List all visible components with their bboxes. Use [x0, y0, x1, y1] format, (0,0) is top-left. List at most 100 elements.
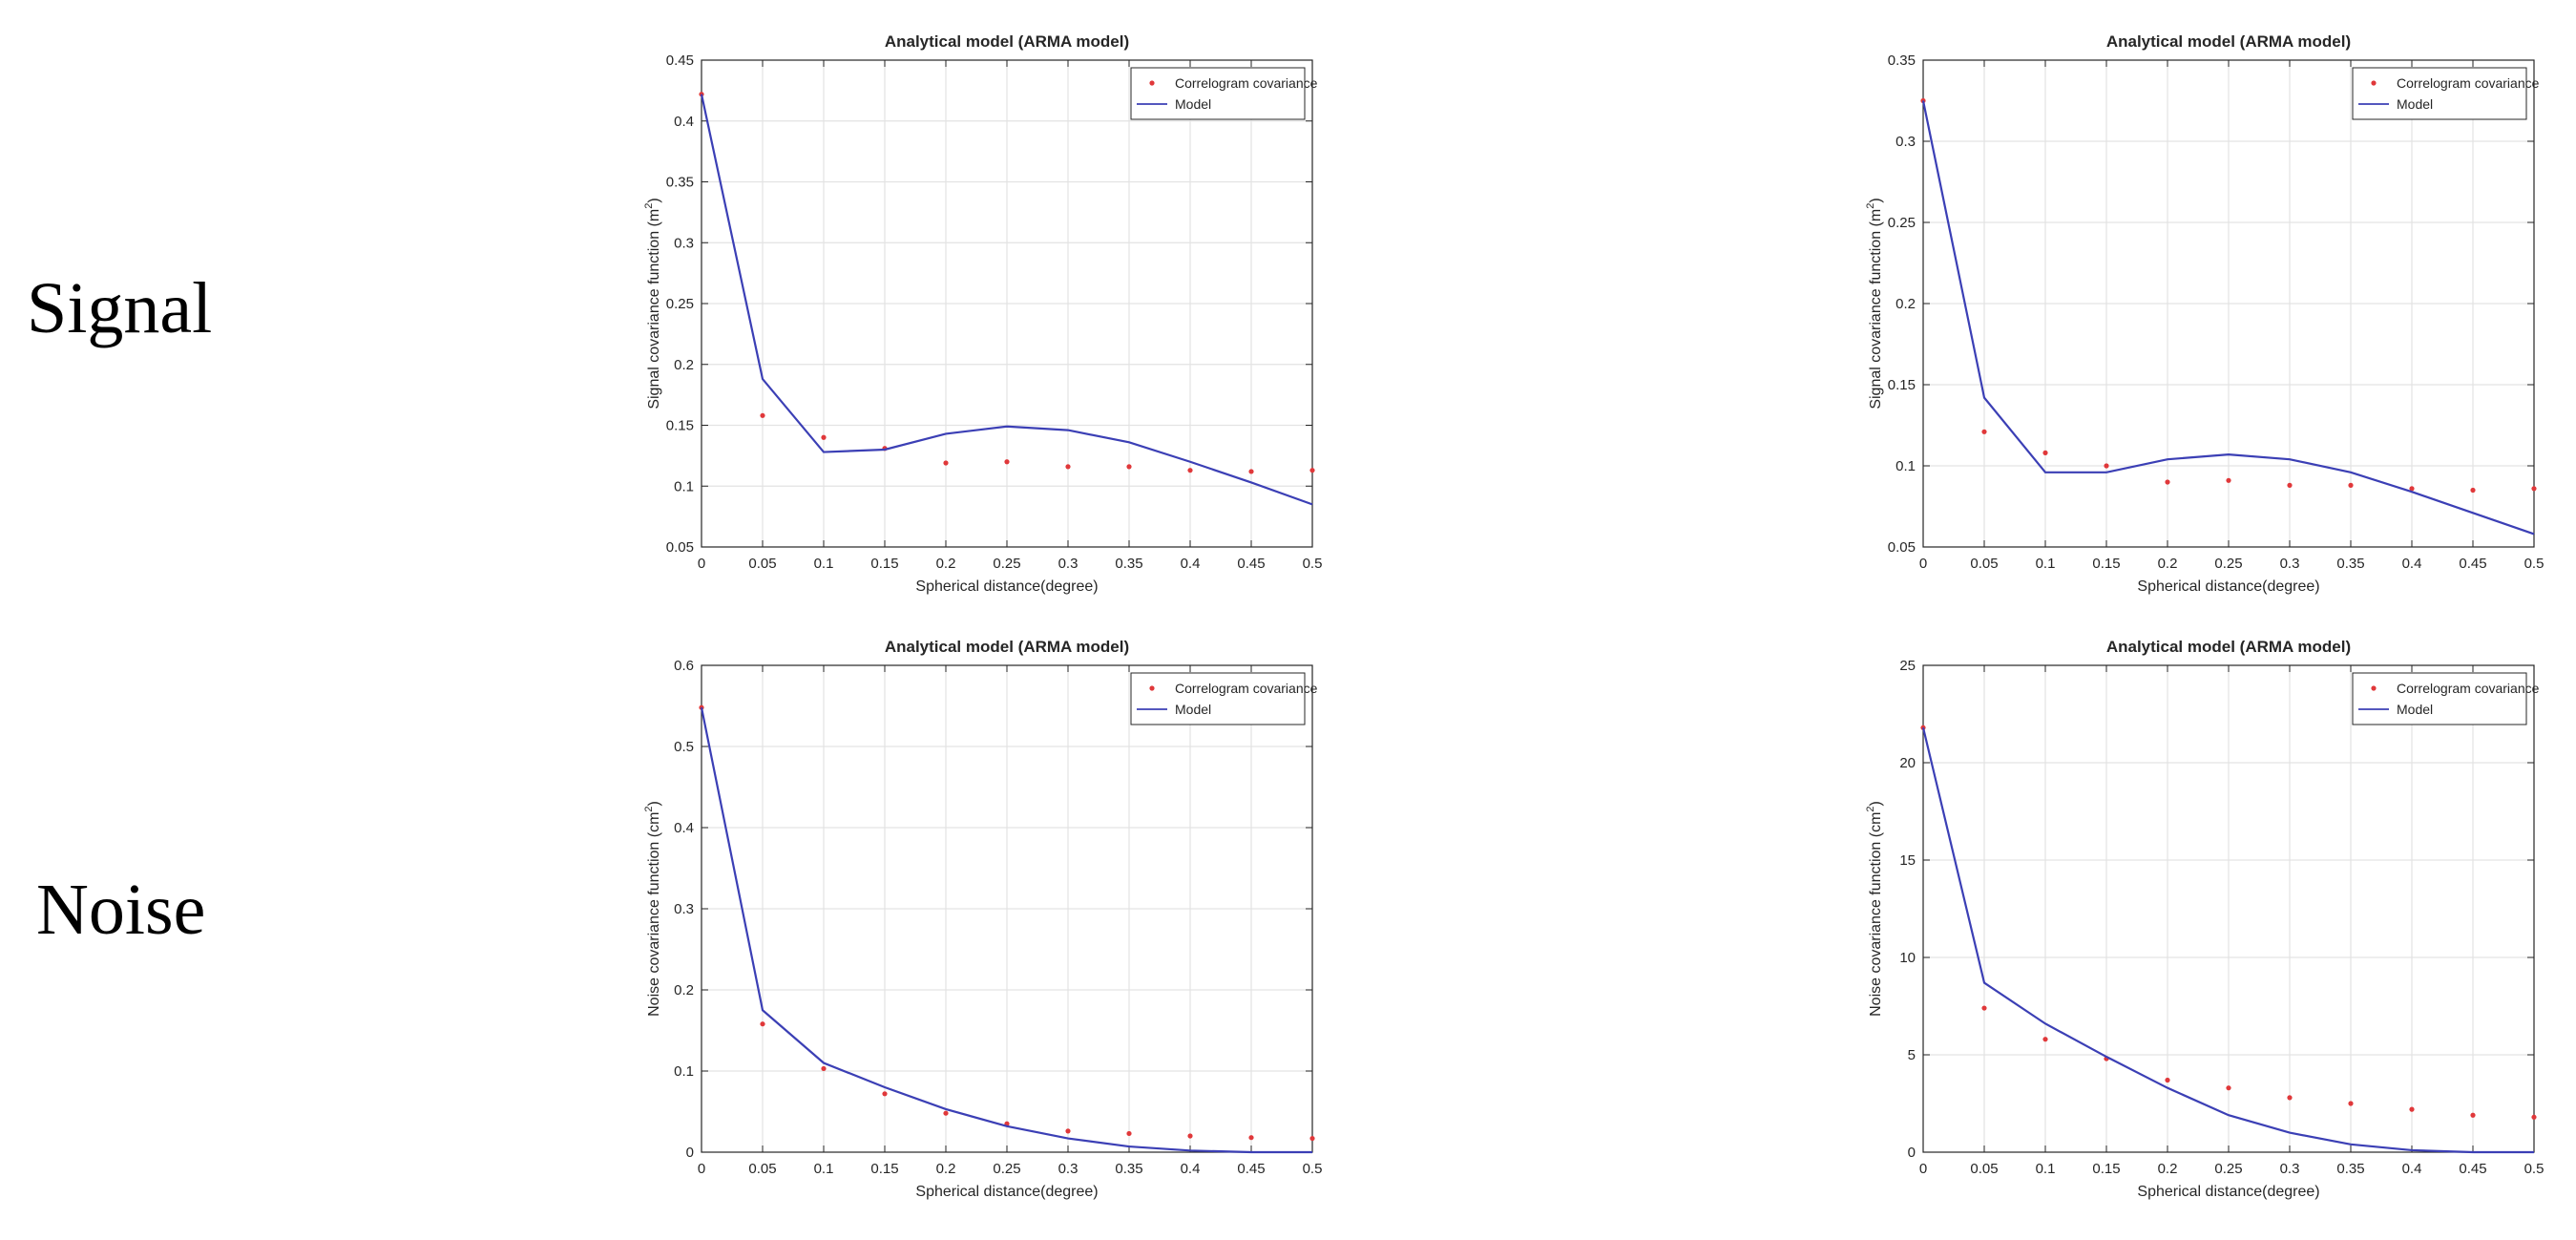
x-tick-label: 0.2 — [2158, 556, 2178, 572]
series-line-model — [700, 94, 1313, 506]
x-tick-label: 0.05 — [748, 1161, 776, 1177]
data-point — [2104, 463, 2109, 469]
legend-marker-points — [2371, 685, 2377, 691]
chart-svg: 0 0.05 0.1 0.15 0.2 0.25 0.3 0.35 0.4 0.45 0.50.05… — [1865, 32, 2545, 595]
x-tick-label: 0.5 — [2524, 556, 2545, 572]
x-tick-label: 0.45 — [2459, 556, 2486, 572]
data-point — [1187, 468, 1193, 473]
legend-box — [2352, 67, 2527, 120]
y-tick-label: 0.45 — [666, 53, 694, 69]
x-tick-label: 0 — [698, 1161, 705, 1177]
legend-entry-label: Model — [2397, 96, 2433, 112]
x-tick-label: 0.45 — [1237, 556, 1265, 572]
y-tick-label: 0.05 — [666, 539, 694, 556]
y-tick-label: 25 — [1899, 658, 1916, 674]
y-tick-label: 0.3 — [1895, 134, 1916, 150]
y-axis-label: Noise covariance function (cm2) — [1865, 801, 1884, 1017]
chart-signal-left: 0 0.05 0.1 0.15 0.2 0.25 0.3 0.35 0.4 0.45 0.5 0.05… — [601, 17, 1327, 599]
y-tick-label: 0.1 — [674, 1063, 694, 1080]
chart-svg: 0 0.05 0.1 0.15 0.2 0.25 0.3 0.35 0.4 0.45 0.5 0 0.1… — [643, 638, 1323, 1200]
legend-entry-label: Model — [1175, 96, 1211, 112]
x-tick-label: 0.3 — [1058, 556, 1079, 572]
x-tick-label: 0.05 — [1970, 1161, 1998, 1177]
data-point — [2042, 450, 2048, 455]
x-tick-label: 0.25 — [993, 556, 1020, 572]
x-tick-label: 0.1 — [2036, 1161, 2056, 1177]
data-point — [2348, 482, 2354, 488]
y-axis-label: Signal covariance function (m2) — [1865, 198, 1884, 409]
legend-box — [1130, 67, 1306, 120]
y-tick-label: 0.2 — [1895, 296, 1916, 312]
series-line-model — [1921, 727, 2534, 1154]
y-tick-label: 0.1 — [674, 478, 694, 494]
x-tick-label: 0.5 — [1303, 556, 1323, 572]
data-point — [2470, 1112, 2476, 1118]
data-point — [2226, 1085, 2231, 1091]
y-tick-label: 0.1 — [1895, 458, 1916, 474]
legend-marker-points — [1149, 80, 1155, 86]
data-point — [882, 1091, 888, 1097]
x-tick-label: 0.2 — [2158, 1161, 2178, 1177]
x-tick-label: 0 — [698, 556, 705, 572]
chart-title: Analytical model (ARMA model) — [885, 32, 1129, 51]
data-point — [2409, 1106, 2415, 1112]
legend-box — [1130, 672, 1306, 725]
chart-title: Analytical model (ARMA model) — [885, 638, 1129, 656]
y-tick-label: 0.6 — [674, 658, 694, 674]
y-axis-label: Signal covariance function (m2) — [643, 198, 662, 409]
data-point — [821, 434, 827, 440]
x-tick-label: 0.15 — [870, 1161, 898, 1177]
data-point — [1248, 469, 1254, 474]
legend-entry-label: Correlogram covariance — [1175, 681, 1318, 696]
chart-noise-right: 0 0.05 0.1 0.15 0.2 0.25 0.3 0.35 0.4 0.45 0.5 0 5 10… — [1823, 622, 2548, 1205]
data-point — [1309, 1135, 1315, 1142]
data-point — [1065, 1128, 1071, 1134]
legend-entry-label: Model — [1175, 702, 1211, 717]
x-tick-label: 0.35 — [1115, 556, 1142, 572]
x-tick-label: 0.15 — [2092, 1161, 2120, 1177]
y-tick-label: 0.3 — [674, 901, 694, 917]
x-tick-label: 0.25 — [2214, 1161, 2242, 1177]
data-point — [2531, 486, 2537, 492]
x-tick-label: 0.3 — [1058, 1161, 1079, 1177]
data-point — [1981, 1005, 1987, 1011]
x-tick-label: 0.4 — [2402, 556, 2422, 572]
x-tick-label: 0.35 — [2336, 556, 2364, 572]
data-point — [2226, 477, 2231, 483]
x-tick-label: 0.2 — [936, 1161, 956, 1177]
x-tick-label: 0.1 — [814, 1161, 834, 1177]
data-point — [943, 1110, 949, 1116]
row-label-signal: Signal — [27, 268, 213, 348]
x-tick-label: 0.2 — [936, 556, 956, 572]
legend-entry-label: Correlogram covariance — [1175, 75, 1318, 91]
y-tick-label: 0.25 — [1888, 215, 1916, 231]
y-tick-label: 0.25 — [666, 296, 694, 312]
x-tick-label: 0.3 — [2280, 1161, 2300, 1177]
chart-title: Analytical model (ARMA model) — [2106, 32, 2351, 51]
data-point — [1309, 468, 1315, 473]
data-point — [821, 1065, 827, 1072]
legend-entry-label: Model — [2397, 702, 2433, 717]
x-tick-label: 0.5 — [1303, 1161, 1323, 1177]
x-tick-label: 0.05 — [1970, 556, 1998, 572]
x-tick-label: 0.15 — [2092, 556, 2120, 572]
data-point — [943, 460, 949, 466]
chart-svg: 0 0.05 0.1 0.15 0.2 0.25 0.3 0.35 0.4 0.45 0.50.05… — [643, 32, 1323, 595]
y-tick-label: 0 — [1908, 1145, 1916, 1161]
y-tick-label: 0.15 — [1888, 377, 1916, 393]
x-tick-label: 0.05 — [748, 556, 776, 572]
legend-marker-points — [2371, 80, 2377, 86]
x-tick-label: 0.15 — [870, 556, 898, 572]
y-tick-label: 0.35 — [666, 175, 694, 191]
x-tick-label: 0.35 — [2336, 1161, 2364, 1177]
x-tick-label: 0.4 — [2402, 1161, 2422, 1177]
x-tick-label: 0.45 — [1237, 1161, 1265, 1177]
data-point — [2165, 479, 2170, 485]
x-tick-label: 0.35 — [1115, 1161, 1142, 1177]
legend-entry-label: Correlogram covariance — [2397, 75, 2540, 91]
x-tick-label: 0.4 — [1181, 556, 1201, 572]
x-axis-label: Spherical distance(degree) — [2137, 578, 2319, 595]
data-point — [2165, 1077, 2170, 1083]
legend-entry-label: Correlogram covariance — [2397, 681, 2540, 696]
data-point — [1187, 1133, 1193, 1139]
